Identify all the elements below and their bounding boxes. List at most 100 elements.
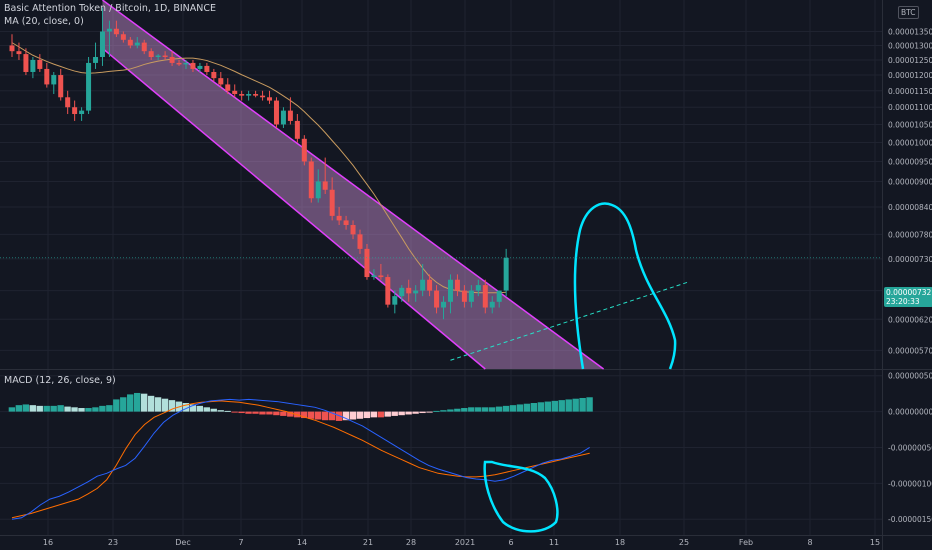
- currency-badge[interactable]: BTC: [898, 6, 919, 19]
- candle-body: [9, 45, 15, 52]
- candle-body: [399, 287, 405, 297]
- candle-body: [364, 248, 370, 278]
- candle-body: [447, 279, 453, 302]
- price-axis-label: 0.00001150: [888, 87, 932, 96]
- macd-histogram-bar: [210, 408, 217, 412]
- ma-line: [11, 42, 507, 294]
- macd-histogram-bar: [370, 411, 378, 418]
- macd-histogram-bar: [266, 411, 273, 415]
- candle-body: [65, 97, 71, 108]
- macd-line: [11, 398, 590, 520]
- candle-body: [37, 59, 43, 69]
- candle-body: [225, 84, 231, 91]
- macd-histogram-bar: [488, 407, 496, 412]
- candle-body: [468, 290, 474, 302]
- macd-histogram-bar: [43, 405, 50, 412]
- candle-body: [343, 220, 349, 226]
- macd-histogram-bar: [558, 400, 565, 412]
- macd-histogram-bar: [217, 410, 224, 412]
- candle-body: [176, 62, 182, 65]
- candle-body: [301, 138, 307, 162]
- macd-histogram-bar: [468, 407, 475, 412]
- macd-histogram-bar: [287, 411, 294, 417]
- candle-body: [23, 54, 29, 72]
- candle-body: [315, 181, 321, 199]
- macd-histogram-bar: [147, 395, 155, 412]
- price-axis-label: 0.00001300: [888, 41, 932, 50]
- macd-axis-label: -0.00000100: [888, 479, 932, 488]
- macd-histogram-bar: [342, 411, 350, 421]
- price-axis-label: 0.00001000: [888, 138, 932, 147]
- macd-histogram-bar: [189, 404, 197, 412]
- macd-histogram-bar: [349, 411, 357, 420]
- macd-histogram-bar: [495, 406, 503, 412]
- bar-countdown: 23:20:33: [886, 297, 920, 306]
- macd-indicator-label: MACD (12, 26, close, 9): [4, 375, 116, 386]
- time-axis-label: 8: [807, 538, 812, 547]
- time-axis-label: 25: [679, 538, 689, 547]
- macd-histogram-bar: [398, 411, 405, 416]
- candle-body: [267, 97, 273, 101]
- candle-body: [371, 275, 377, 278]
- candle-body: [308, 161, 314, 199]
- price-axis-label: 0.00001050: [888, 120, 932, 129]
- candle-body: [106, 28, 112, 32]
- macd-histogram-bar: [412, 411, 419, 414]
- macd-axis-label: 0.00000000: [888, 408, 932, 417]
- macd-histogram-bar: [8, 407, 16, 412]
- time-axis-label: 2021: [455, 538, 475, 547]
- ma-indicator-label: MA (20, close, 0): [4, 16, 84, 27]
- candle-body: [204, 65, 210, 72]
- macd-histogram-bar: [447, 409, 454, 412]
- candle-body: [475, 285, 481, 291]
- macd-histogram-bar: [154, 397, 162, 412]
- macd-histogram-bar: [161, 398, 169, 412]
- macd-histogram-bar: [196, 405, 204, 412]
- candle-body: [44, 68, 50, 85]
- time-axis: 16 23 Dec 7 14 21 28 2021 6 11 18 25 Feb 8 15: [43, 538, 880, 547]
- time-axis-label: 18: [615, 538, 625, 547]
- macd-histogram-bar: [551, 400, 558, 412]
- candle-body: [273, 100, 279, 125]
- candle-body: [190, 62, 196, 69]
- time-axis-label: 23: [108, 538, 118, 547]
- candle-body: [287, 110, 293, 121]
- macd-histogram-bar: [516, 404, 524, 412]
- candle-body: [385, 277, 391, 305]
- macd-histogram-bar: [530, 403, 538, 412]
- macd-histogram-bar: [544, 401, 552, 412]
- time-axis-label: 21: [363, 538, 373, 547]
- time-axis-label: Dec: [175, 538, 190, 547]
- macd-histogram-bar: [106, 405, 113, 412]
- time-axis-label: 7: [238, 538, 243, 547]
- candle-body: [322, 181, 328, 190]
- candle-body: [30, 59, 36, 72]
- macd-histogram-bar: [440, 410, 447, 412]
- price-axis-label: 0.00000900: [888, 177, 932, 186]
- macd-histogram-bar: [321, 411, 329, 421]
- time-axis-label: 6: [508, 538, 513, 547]
- channel-upper-line: [102, 0, 605, 370]
- candle-body: [454, 279, 460, 291]
- macd-histogram-bar: [133, 392, 141, 412]
- candle-body: [16, 51, 22, 55]
- macd-histogram-bar: [127, 394, 134, 412]
- macd-histogram-bar: [301, 411, 308, 419]
- macd-histogram-bar: [120, 397, 127, 412]
- candle-body: [427, 279, 433, 291]
- macd-histogram-bar: [565, 399, 572, 412]
- candle-body: [99, 31, 105, 58]
- price-axis-label: 0.00001200: [888, 71, 932, 80]
- macd-histogram-bar: [29, 405, 36, 412]
- macd-histogram-bar: [78, 408, 85, 412]
- macd-histogram-bar: [537, 402, 545, 412]
- candle-body: [93, 57, 99, 63]
- price-axis-label: 0.00000730: [888, 255, 932, 264]
- macd-histogram-bar: [356, 411, 364, 419]
- time-axis-label: 15: [870, 538, 880, 547]
- candle-body: [280, 110, 286, 125]
- candle-body: [482, 285, 488, 308]
- candle-body: [141, 42, 147, 52]
- macd-histogram-bar: [419, 411, 426, 414]
